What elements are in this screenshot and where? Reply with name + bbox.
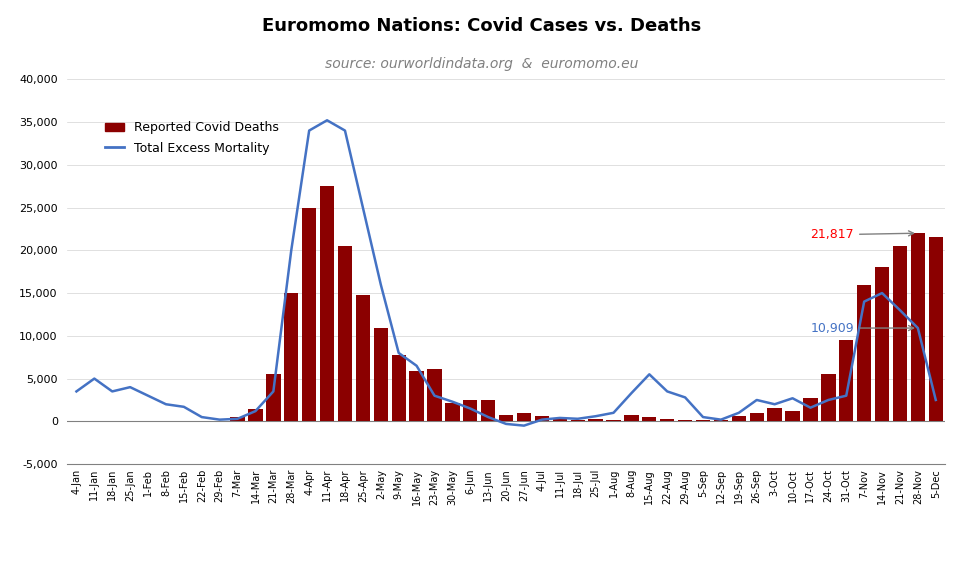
Bar: [374, 328, 388, 421]
Bar: [320, 186, 335, 421]
Bar: [356, 295, 370, 421]
Bar: [678, 419, 692, 421]
Bar: [767, 408, 782, 421]
Bar: [427, 369, 442, 421]
Bar: [642, 417, 656, 421]
Bar: [839, 340, 853, 421]
Bar: [302, 208, 316, 421]
Bar: [857, 285, 871, 421]
Legend: Reported Covid Deaths, Total Excess Mortality: Reported Covid Deaths, Total Excess Mort…: [100, 116, 283, 160]
Text: source: ourworldindata.org  &  euromomo.eu: source: ourworldindata.org & euromomo.eu: [325, 57, 639, 71]
Bar: [535, 416, 549, 421]
Bar: [821, 374, 836, 421]
Bar: [625, 415, 638, 421]
Bar: [875, 267, 889, 421]
Bar: [337, 246, 352, 421]
Bar: [571, 419, 585, 421]
Bar: [391, 355, 406, 421]
Bar: [786, 411, 800, 421]
Bar: [588, 419, 602, 421]
Bar: [552, 419, 567, 421]
Bar: [284, 293, 299, 421]
Bar: [481, 400, 495, 421]
Bar: [463, 400, 477, 421]
Bar: [606, 419, 621, 421]
Bar: [517, 413, 531, 421]
Bar: [660, 419, 675, 421]
Text: 21,817: 21,817: [811, 228, 914, 241]
Bar: [249, 409, 262, 421]
Bar: [445, 402, 460, 421]
Bar: [713, 419, 728, 421]
Bar: [928, 238, 943, 421]
Bar: [750, 413, 763, 421]
Text: 10,909: 10,909: [811, 321, 914, 335]
Bar: [893, 246, 907, 421]
Text: Euromomo Nations: Covid Cases vs. Deaths: Euromomo Nations: Covid Cases vs. Deaths: [262, 17, 702, 35]
Bar: [230, 417, 245, 421]
Bar: [803, 398, 817, 421]
Bar: [732, 416, 746, 421]
Bar: [499, 414, 513, 421]
Bar: [410, 371, 424, 421]
Bar: [911, 233, 925, 421]
Bar: [266, 374, 281, 421]
Bar: [696, 419, 710, 421]
